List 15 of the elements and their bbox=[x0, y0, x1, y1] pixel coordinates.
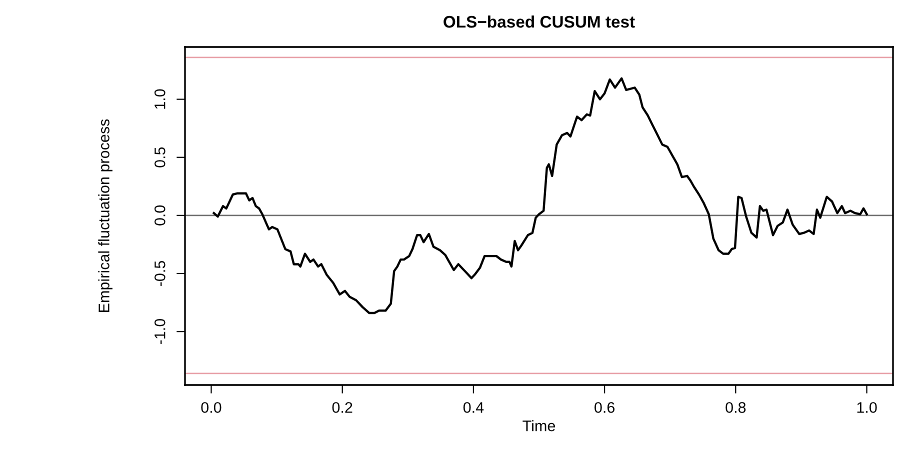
x-tick-label: 0.2 bbox=[332, 402, 352, 413]
y-tick-label: -0.5 bbox=[154, 260, 166, 286]
x-tick-label: 1.0 bbox=[857, 402, 877, 413]
chart-title: OLS−based CUSUM test bbox=[444, 15, 635, 28]
x-tick-label: 0.8 bbox=[726, 402, 746, 413]
y-axis-title: Empirical fluctuation process bbox=[98, 119, 112, 312]
y-tick-label: -1.0 bbox=[154, 319, 166, 344]
x-tick-label: 0.4 bbox=[463, 402, 484, 413]
x-axis-title: Time bbox=[522, 420, 556, 432]
y-tick-label: 1.0 bbox=[154, 89, 166, 109]
x-tick-label: 0.0 bbox=[201, 402, 222, 413]
y-tick-label: 0.0 bbox=[154, 205, 166, 226]
x-tick-label: 0.6 bbox=[594, 402, 615, 413]
line-series bbox=[212, 77, 868, 314]
y-tick-label: 0.5 bbox=[154, 147, 166, 168]
